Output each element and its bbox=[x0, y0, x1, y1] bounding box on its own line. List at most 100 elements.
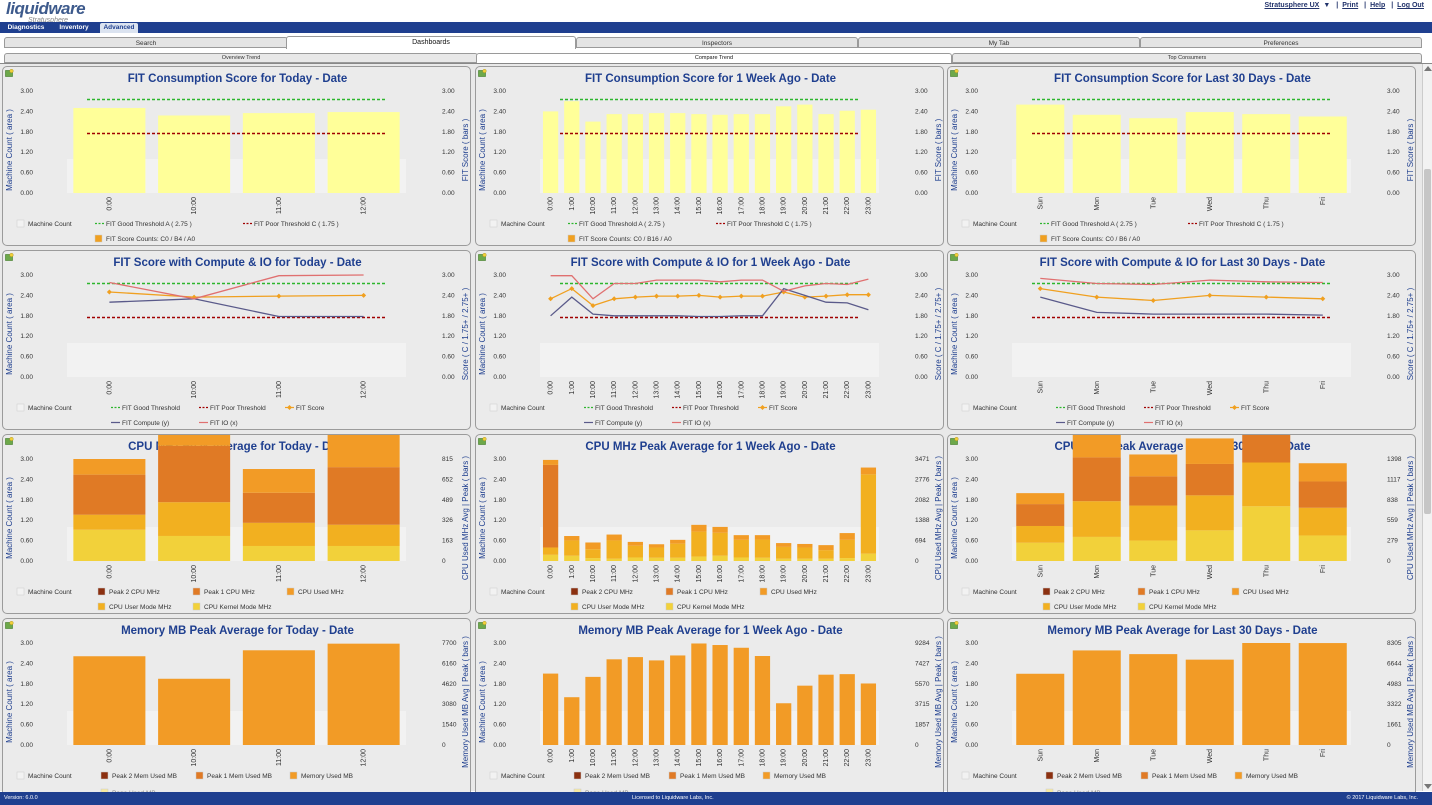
fit-score-bar[interactable] bbox=[327, 112, 400, 193]
cpu-stack-segment[interactable] bbox=[860, 474, 877, 554]
cpu-stack-segment[interactable] bbox=[1185, 495, 1234, 531]
cpu-stack-segment[interactable] bbox=[1298, 507, 1347, 536]
user-menu-link[interactable]: Stratusphere UX bbox=[1264, 2, 1320, 9]
cpu-stack-segment[interactable] bbox=[670, 543, 686, 558]
cpu-stack-segment[interactable] bbox=[1185, 438, 1234, 464]
fit-score-bar[interactable] bbox=[691, 114, 707, 193]
cpu-stack-segment[interactable] bbox=[1242, 462, 1291, 507]
cpu-stack-segment[interactable] bbox=[818, 545, 834, 551]
fit-score-bar[interactable] bbox=[860, 109, 877, 193]
fit-score-bar[interactable] bbox=[797, 104, 813, 193]
fit-score-point[interactable] bbox=[590, 303, 596, 309]
cpu-stack-segment[interactable] bbox=[754, 535, 771, 540]
fit-score-point[interactable] bbox=[865, 292, 871, 298]
memory-used-bar[interactable] bbox=[1298, 643, 1347, 745]
memory-used-bar[interactable] bbox=[158, 678, 231, 745]
fit-score-point[interactable] bbox=[548, 296, 554, 302]
cpu-stack-segment[interactable] bbox=[627, 545, 643, 558]
panel-options-icon[interactable] bbox=[5, 621, 14, 629]
fit-score-bar[interactable] bbox=[564, 101, 580, 193]
cpu-stack-segment[interactable] bbox=[776, 543, 792, 547]
cpu-stack-segment[interactable] bbox=[712, 526, 728, 533]
cpu-stack-segment[interactable] bbox=[839, 558, 855, 561]
panel-options-icon[interactable] bbox=[950, 437, 959, 445]
cpu-stack-segment[interactable] bbox=[627, 557, 643, 561]
fit-score-point[interactable] bbox=[276, 293, 282, 299]
memory-used-bar[interactable] bbox=[1185, 659, 1234, 745]
fit-score-point[interactable] bbox=[611, 296, 617, 302]
cpu-stack-segment[interactable] bbox=[648, 557, 665, 561]
cpu-stack-segment[interactable] bbox=[1242, 506, 1291, 561]
scroll-up-icon[interactable] bbox=[1424, 66, 1432, 71]
fit-score-point[interactable] bbox=[823, 293, 829, 299]
cpu-stack-segment[interactable] bbox=[860, 467, 877, 475]
cpu-stack-segment[interactable] bbox=[606, 558, 622, 561]
cpu-stack-segment[interactable] bbox=[1129, 540, 1178, 561]
fit-score-bar[interactable] bbox=[776, 106, 792, 193]
cpu-stack-segment[interactable] bbox=[733, 539, 749, 558]
memory-used-bar[interactable] bbox=[1072, 650, 1121, 745]
cpu-stack-segment[interactable] bbox=[606, 534, 622, 541]
memory-used-bar[interactable] bbox=[542, 673, 559, 745]
cpu-stack-segment[interactable] bbox=[712, 532, 728, 556]
fit-score-point[interactable] bbox=[696, 292, 702, 298]
cpu-stack-segment[interactable] bbox=[754, 557, 771, 561]
cpu-stack-segment[interactable] bbox=[670, 539, 686, 544]
memory-used-bar[interactable] bbox=[1242, 643, 1291, 745]
scroll-down-icon[interactable] bbox=[1424, 784, 1432, 789]
fit-score-bar[interactable] bbox=[1129, 118, 1178, 193]
tab-my-tab[interactable]: My Tab bbox=[858, 37, 1140, 48]
memory-used-bar[interactable] bbox=[73, 656, 146, 745]
panel-options-icon[interactable] bbox=[950, 69, 959, 77]
fit-score-bar[interactable] bbox=[670, 113, 686, 193]
memory-used-bar[interactable] bbox=[733, 647, 749, 745]
memory-used-bar[interactable] bbox=[860, 683, 877, 745]
memory-used-bar[interactable] bbox=[242, 650, 315, 745]
cpu-stack-segment[interactable] bbox=[648, 547, 665, 558]
cpu-stack-segment[interactable] bbox=[242, 522, 315, 546]
cpu-stack-segment[interactable] bbox=[648, 544, 665, 548]
cpu-stack-segment[interactable] bbox=[818, 550, 834, 559]
fit-score-bar[interactable] bbox=[1016, 104, 1065, 193]
series-line[interactable] bbox=[109, 298, 364, 318]
cpu-stack-segment[interactable] bbox=[1072, 536, 1121, 561]
fit-score-point[interactable] bbox=[1207, 292, 1213, 298]
cpu-stack-segment[interactable] bbox=[691, 556, 707, 561]
tab-dashboards[interactable]: Dashboards bbox=[286, 36, 576, 49]
fit-score-bar[interactable] bbox=[627, 114, 643, 193]
memory-used-bar[interactable] bbox=[839, 674, 855, 745]
panel-options-icon[interactable] bbox=[950, 621, 959, 629]
memory-used-bar[interactable] bbox=[754, 656, 771, 745]
memory-used-bar[interactable] bbox=[797, 685, 813, 745]
tab-preferences[interactable]: Preferences bbox=[1140, 37, 1422, 48]
cpu-stack-segment[interactable] bbox=[712, 555, 728, 561]
fit-score-point[interactable] bbox=[361, 292, 367, 298]
memory-used-bar[interactable] bbox=[670, 655, 686, 745]
cpu-stack-segment[interactable] bbox=[1298, 481, 1347, 508]
tab-overview-trend[interactable]: Overview Trend bbox=[4, 53, 478, 63]
cpu-stack-segment[interactable] bbox=[564, 536, 580, 541]
fit-score-point[interactable] bbox=[191, 294, 197, 300]
fit-score-bar[interactable] bbox=[818, 114, 834, 193]
fit-score-bar[interactable] bbox=[1185, 112, 1234, 193]
panel-options-icon[interactable] bbox=[478, 69, 487, 77]
memory-used-bar[interactable] bbox=[606, 659, 622, 745]
cpu-stack-segment[interactable] bbox=[1072, 457, 1121, 502]
cpu-stack-segment[interactable] bbox=[1129, 476, 1178, 506]
memory-used-bar[interactable] bbox=[818, 674, 834, 745]
panel-options-icon[interactable] bbox=[478, 621, 487, 629]
fit-score-bar[interactable] bbox=[1242, 114, 1291, 193]
fit-score-bar[interactable] bbox=[158, 115, 231, 193]
cpu-stack-segment[interactable] bbox=[1298, 463, 1347, 482]
cpu-stack-segment[interactable] bbox=[1016, 504, 1065, 526]
cpu-stack-segment[interactable] bbox=[818, 558, 834, 561]
cpu-stack-segment[interactable] bbox=[691, 524, 707, 532]
fit-score-point[interactable] bbox=[844, 292, 850, 298]
fit-score-point[interactable] bbox=[1263, 294, 1269, 300]
scroll-thumb[interactable] bbox=[1424, 169, 1431, 514]
fit-score-point[interactable] bbox=[675, 293, 681, 299]
series-line[interactable] bbox=[1040, 296, 1323, 316]
cpu-stack-segment[interactable] bbox=[860, 553, 877, 561]
cpu-stack-segment[interactable] bbox=[733, 557, 749, 561]
memory-used-bar[interactable] bbox=[712, 645, 728, 745]
